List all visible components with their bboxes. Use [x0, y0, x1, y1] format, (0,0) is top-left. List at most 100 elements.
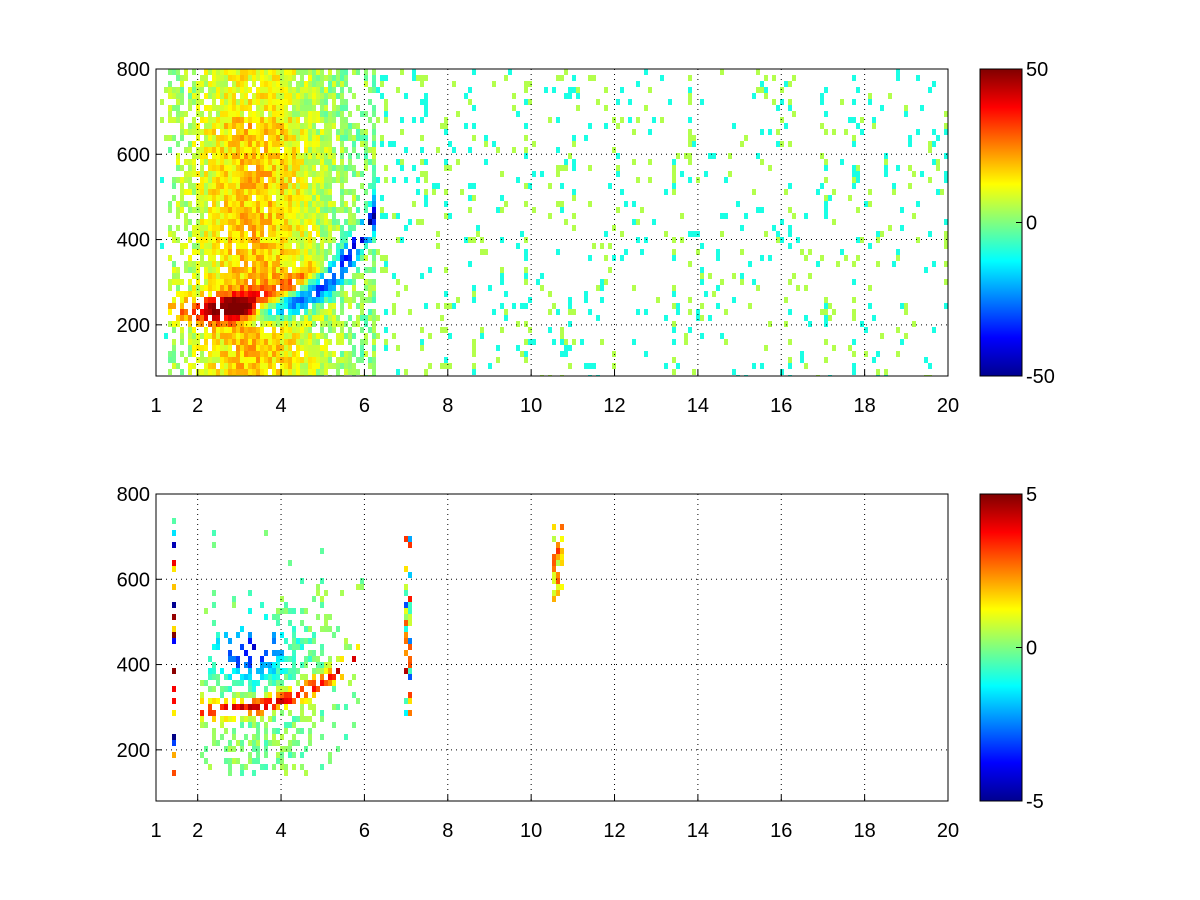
heatmap-cell	[236, 117, 240, 123]
heatmap-cell	[304, 369, 308, 375]
x-tick-label: 10	[520, 395, 542, 417]
heatmap-cell	[208, 674, 212, 680]
heatmap-cell	[180, 183, 184, 189]
heatmap-cell	[552, 87, 556, 93]
heatmap-cell	[304, 638, 308, 644]
heatmap-cell	[344, 243, 348, 249]
heatmap-cell	[396, 237, 400, 243]
heatmap-cell	[228, 141, 232, 147]
heatmap-cell	[200, 129, 204, 135]
heatmap-cell	[264, 243, 268, 249]
heatmap-cell	[244, 333, 248, 339]
heatmap-cell	[180, 369, 184, 375]
heatmap-cell	[352, 219, 356, 225]
heatmap-cell	[192, 303, 196, 309]
heatmap-cell	[612, 147, 616, 153]
x-tick-label: 16	[770, 395, 792, 417]
y-tick-label: 200	[117, 740, 150, 762]
heatmap-cell	[368, 297, 372, 303]
heatmap-cell	[684, 153, 688, 159]
heatmap-cell	[820, 153, 824, 159]
heatmap-cell	[236, 225, 240, 231]
heatmap-cell	[648, 159, 652, 165]
heatmap-cell	[288, 309, 292, 315]
heatmap-cell	[404, 626, 408, 632]
heatmap-cell	[392, 177, 396, 183]
heatmap-cell	[232, 596, 236, 602]
heatmap-cell	[908, 183, 912, 189]
heatmap-cell	[716, 303, 720, 309]
heatmap-cell	[236, 87, 240, 93]
heatmap-cell	[256, 351, 260, 357]
heatmap-cell	[512, 147, 516, 153]
heatmap-cell	[260, 105, 264, 111]
heatmap-cell	[308, 183, 312, 189]
heatmap-cell	[340, 339, 344, 345]
heatmap-cell	[348, 255, 352, 261]
heatmap-cell	[928, 231, 932, 237]
heatmap-cell	[304, 183, 308, 189]
heatmap-cell	[284, 195, 288, 201]
heatmap-cell	[504, 291, 508, 297]
heatmap-cell	[220, 273, 224, 279]
heatmap-cell	[240, 195, 244, 201]
heatmap-cell	[172, 566, 176, 572]
heatmap-cell	[476, 225, 480, 231]
heatmap-cell	[824, 321, 828, 327]
heatmap-cell	[308, 273, 312, 279]
heatmap-cell	[236, 255, 240, 261]
heatmap-cell	[312, 668, 316, 674]
heatmap-cell	[256, 369, 260, 375]
heatmap-cell	[688, 261, 692, 267]
heatmap-cell	[448, 141, 452, 147]
heatmap-cell	[620, 231, 624, 237]
heatmap-cell	[212, 740, 216, 746]
heatmap-cell	[272, 363, 276, 369]
heatmap-cell	[340, 99, 344, 105]
heatmap-cell	[212, 105, 216, 111]
heatmap-cell	[336, 704, 340, 710]
heatmap-cell	[276, 99, 280, 105]
heatmap-cell	[260, 279, 264, 285]
heatmap-cell	[248, 123, 252, 129]
heatmap-cell	[284, 213, 288, 219]
heatmap-cell	[204, 680, 208, 686]
heatmap-cell	[176, 279, 180, 285]
heatmap-cell	[288, 363, 292, 369]
heatmap-cell	[740, 249, 744, 255]
heatmap-cell	[332, 315, 336, 321]
heatmap-cell	[284, 219, 288, 225]
heatmap-cell	[908, 135, 912, 141]
heatmap-cell	[280, 608, 284, 614]
heatmap-cell	[368, 315, 372, 321]
heatmap-cell	[556, 147, 560, 153]
heatmap-cell	[560, 548, 564, 554]
heatmap-cell	[260, 213, 264, 219]
heatmap-cell	[772, 75, 776, 81]
heatmap-cell	[212, 357, 216, 363]
heatmap-cell	[200, 321, 204, 327]
heatmap-cell	[280, 345, 284, 351]
heatmap-cell	[768, 321, 772, 327]
heatmap-cell	[328, 243, 332, 249]
heatmap-cell	[724, 339, 728, 345]
heatmap-cell	[300, 273, 304, 279]
heatmap-cell	[352, 171, 356, 177]
heatmap-cell	[672, 321, 676, 327]
heatmap-cell	[312, 309, 316, 315]
heatmap-cell	[504, 309, 508, 315]
heatmap-cell	[920, 105, 924, 111]
heatmap-cell	[176, 99, 180, 105]
heatmap-cell	[348, 327, 352, 333]
heatmap-cell	[876, 351, 880, 357]
heatmap-cell	[320, 183, 324, 189]
heatmap-cell	[524, 201, 528, 207]
heatmap-cell	[228, 261, 232, 267]
heatmap-cell	[240, 626, 244, 632]
heatmap-cell	[240, 273, 244, 279]
heatmap-cell	[300, 644, 304, 650]
heatmap-cell	[420, 81, 424, 87]
heatmap-cell	[284, 704, 288, 710]
heatmap-cell	[364, 159, 368, 165]
heatmap-cell	[420, 219, 424, 225]
